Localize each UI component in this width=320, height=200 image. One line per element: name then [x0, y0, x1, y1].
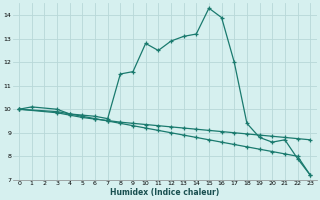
X-axis label: Humidex (Indice chaleur): Humidex (Indice chaleur): [110, 188, 219, 197]
